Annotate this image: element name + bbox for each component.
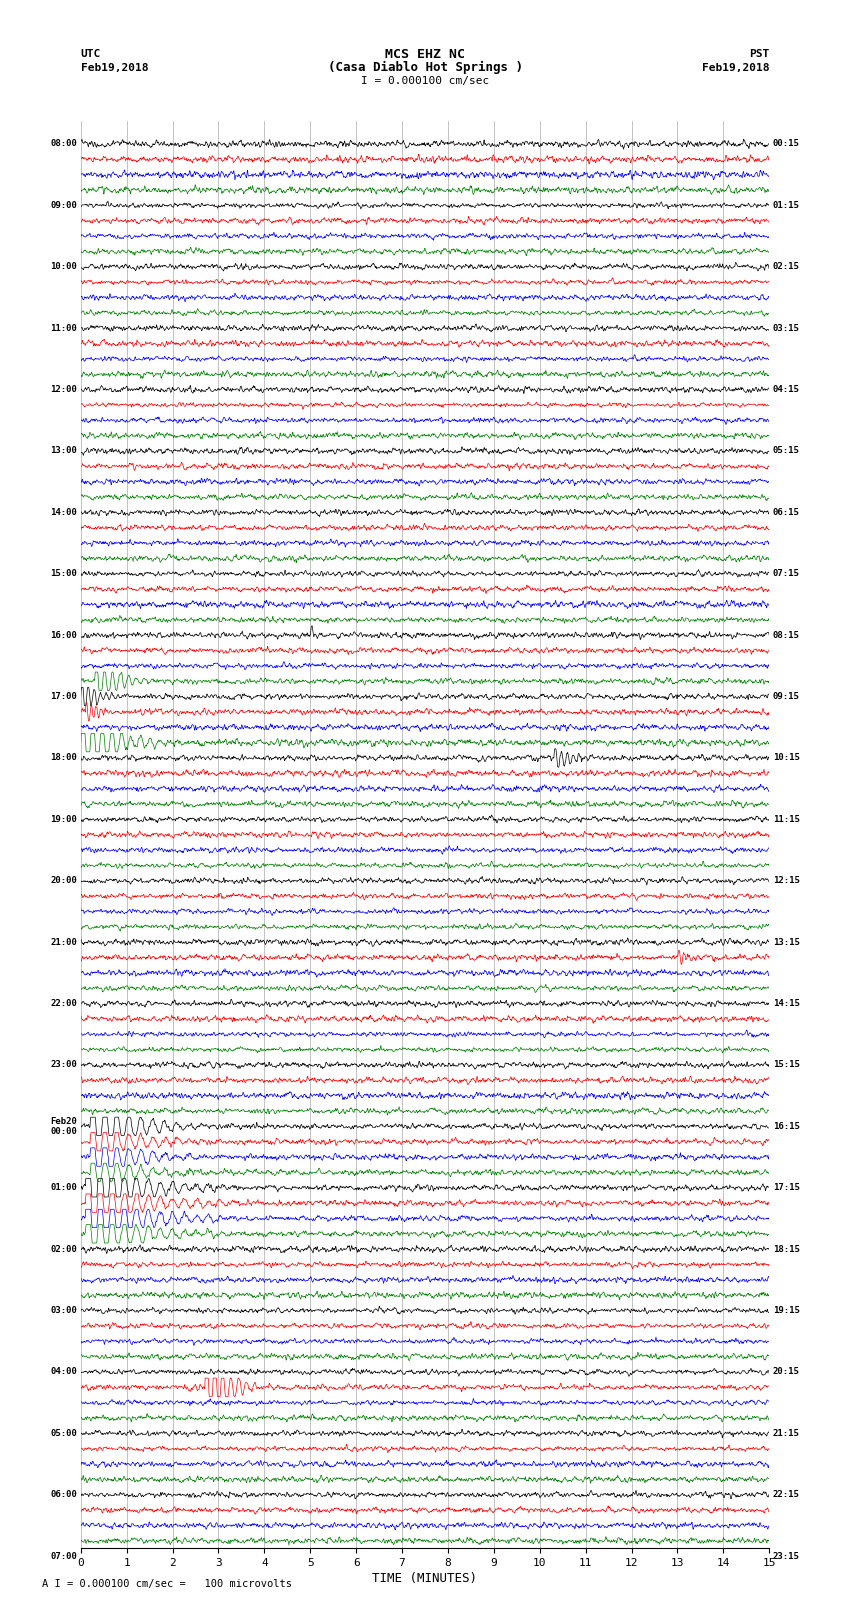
Text: Feb19,2018: Feb19,2018 (81, 63, 148, 73)
Text: I = 0.000100 cm/sec: I = 0.000100 cm/sec (361, 76, 489, 87)
Text: 12:15: 12:15 (773, 876, 800, 886)
Text: 00:15: 00:15 (773, 139, 800, 148)
Text: (Casa Diablo Hot Springs ): (Casa Diablo Hot Springs ) (327, 61, 523, 74)
Text: 05:15: 05:15 (773, 447, 800, 455)
Text: 20:15: 20:15 (773, 1368, 800, 1376)
Text: 13:00: 13:00 (50, 447, 77, 455)
Text: 17:15: 17:15 (773, 1184, 800, 1192)
Text: 18:00: 18:00 (50, 753, 77, 763)
Text: 21:15: 21:15 (773, 1429, 800, 1437)
Text: MCS EHZ NC: MCS EHZ NC (385, 47, 465, 61)
Text: 04:00: 04:00 (50, 1368, 77, 1376)
Text: 22:15: 22:15 (773, 1490, 800, 1498)
Text: A I = 0.000100 cm/sec =   100 microvolts: A I = 0.000100 cm/sec = 100 microvolts (42, 1579, 292, 1589)
Text: 02:15: 02:15 (773, 263, 800, 271)
Text: Feb20
00:00: Feb20 00:00 (50, 1116, 77, 1136)
Text: 15:00: 15:00 (50, 569, 77, 579)
Text: 03:15: 03:15 (773, 324, 800, 332)
Text: PST: PST (749, 48, 769, 60)
Text: 08:15: 08:15 (773, 631, 800, 640)
Text: 16:15: 16:15 (773, 1123, 800, 1131)
Text: 14:15: 14:15 (773, 998, 800, 1008)
Text: 03:00: 03:00 (50, 1307, 77, 1315)
Text: 10:15: 10:15 (773, 753, 800, 763)
Text: 17:00: 17:00 (50, 692, 77, 702)
Text: 01:15: 01:15 (773, 202, 800, 210)
Text: 04:15: 04:15 (773, 386, 800, 394)
Text: 01:00: 01:00 (50, 1184, 77, 1192)
Text: 09:00: 09:00 (50, 202, 77, 210)
Text: 09:15: 09:15 (773, 692, 800, 702)
Text: 16:00: 16:00 (50, 631, 77, 640)
Text: 08:00: 08:00 (50, 139, 77, 148)
Text: 18:15: 18:15 (773, 1245, 800, 1253)
Text: 23:00: 23:00 (50, 1060, 77, 1069)
Text: 11:00: 11:00 (50, 324, 77, 332)
Text: Feb19,2018: Feb19,2018 (702, 63, 769, 73)
Text: 06:15: 06:15 (773, 508, 800, 516)
Text: 15:15: 15:15 (773, 1060, 800, 1069)
Text: 06:00: 06:00 (50, 1490, 77, 1498)
Text: 14:00: 14:00 (50, 508, 77, 516)
Text: 12:00: 12:00 (50, 386, 77, 394)
Text: 19:00: 19:00 (50, 815, 77, 824)
Text: 02:00: 02:00 (50, 1245, 77, 1253)
Text: 13:15: 13:15 (773, 937, 800, 947)
Text: 20:00: 20:00 (50, 876, 77, 886)
Text: 07:00: 07:00 (50, 1552, 77, 1561)
Text: 22:00: 22:00 (50, 998, 77, 1008)
Text: 23:15: 23:15 (773, 1552, 800, 1561)
Text: 19:15: 19:15 (773, 1307, 800, 1315)
Text: 10:00: 10:00 (50, 263, 77, 271)
X-axis label: TIME (MINUTES): TIME (MINUTES) (372, 1573, 478, 1586)
Text: 11:15: 11:15 (773, 815, 800, 824)
Text: 05:00: 05:00 (50, 1429, 77, 1437)
Text: UTC: UTC (81, 48, 101, 60)
Text: 21:00: 21:00 (50, 937, 77, 947)
Text: 07:15: 07:15 (773, 569, 800, 579)
